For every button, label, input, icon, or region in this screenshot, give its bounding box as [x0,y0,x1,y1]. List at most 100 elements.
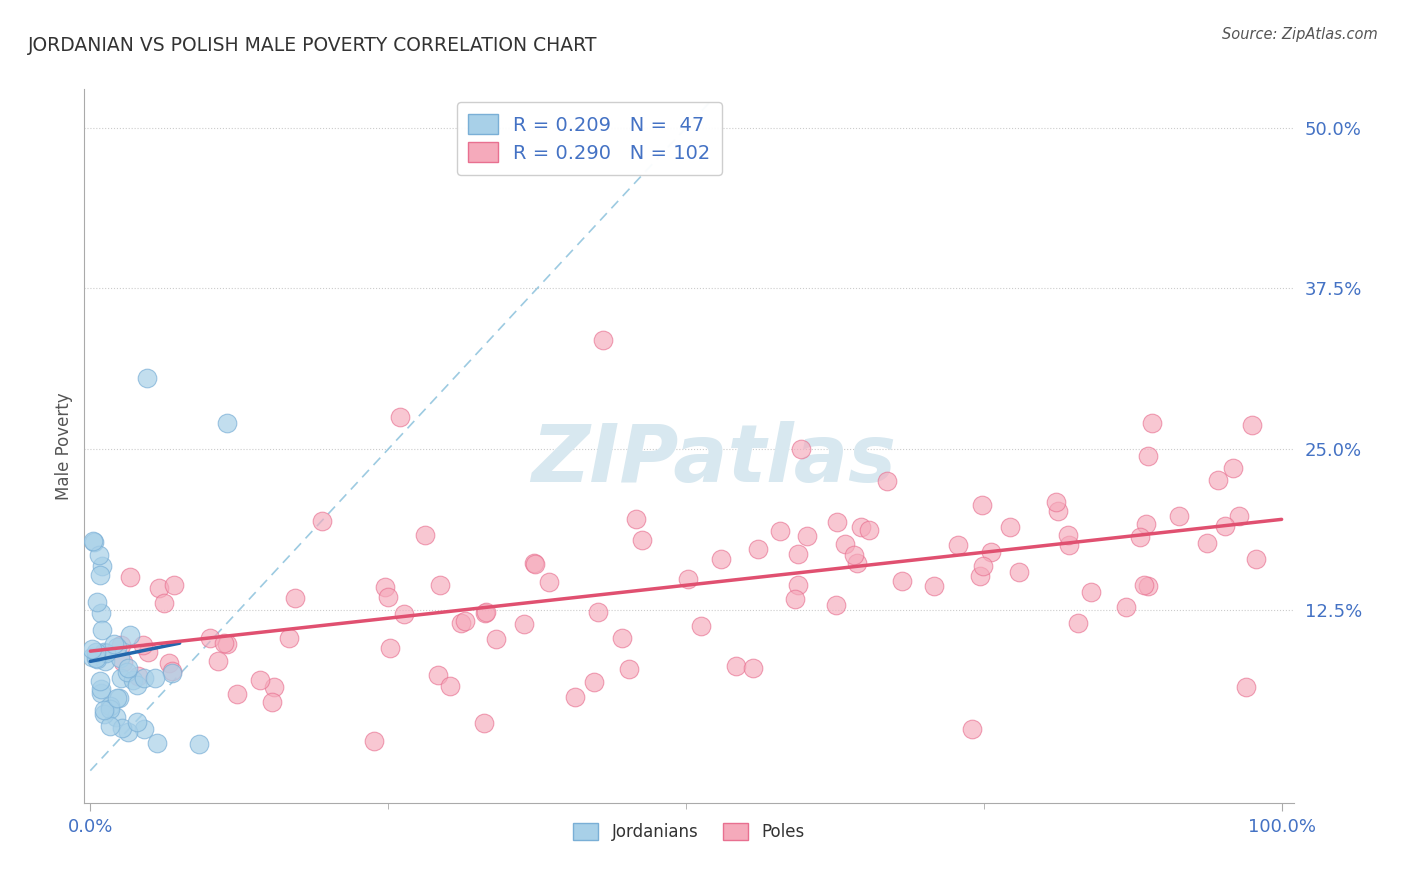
Point [89,673,111,688]
Point [157,657,180,671]
Point [1168,509,1191,524]
Point [786,578,808,592]
Point [450,615,472,630]
Point [103,637,125,651]
Point [374,580,396,594]
Point [1000,520,1022,534]
Point [1241,417,1264,432]
Point [163,578,186,592]
Point [93,645,115,659]
Point [523,556,546,570]
Point [1080,584,1102,599]
Point [690,618,713,632]
Point [392,607,415,621]
Point [217,417,239,431]
Point [162,666,184,681]
Point [960,722,983,736]
Point [226,687,249,701]
Point [146,736,169,750]
Point [93,706,115,721]
Point [262,695,284,709]
Point [160,664,183,678]
Point [1222,461,1244,475]
Point [98,719,121,733]
Point [112,655,135,669]
Point [118,628,141,642]
Point [91,623,114,637]
Point [1136,450,1159,464]
Point [1246,551,1268,566]
Point [747,542,769,557]
Point [1213,518,1236,533]
Point [83,535,105,549]
Point [110,639,132,653]
Point [132,671,155,685]
Point [105,640,128,654]
Point [93,654,115,668]
Point [1045,495,1067,509]
Point [1136,579,1159,593]
Point [626,512,648,526]
Point [207,654,229,668]
Point [111,721,134,735]
Point [710,552,733,566]
Point [389,410,412,425]
Point [377,590,399,604]
Point [969,569,991,583]
Point [127,669,149,683]
Point [89,549,111,563]
Point [439,679,461,693]
Point [1057,538,1080,552]
Point [90,559,112,574]
Point [631,533,654,547]
Point [1129,530,1152,544]
Point [127,715,149,730]
Point [1227,508,1250,523]
Point [972,558,994,573]
Point [429,577,451,591]
Point [1135,516,1157,531]
Point [115,665,138,680]
Point [127,678,149,692]
Point [93,702,115,716]
Point [278,632,301,646]
Point [1008,565,1031,579]
Point [86,650,108,665]
Point [592,333,614,347]
Point [1195,535,1218,549]
Point [876,475,898,489]
Point [1115,599,1137,614]
Point [105,690,128,705]
Point [215,637,238,651]
Point [90,606,112,620]
Point [108,650,131,665]
Point [970,498,993,512]
Point [108,691,131,706]
Point [105,709,128,723]
Point [741,661,763,675]
Point [1047,504,1070,518]
Point [98,699,121,714]
Point [825,515,848,529]
Point [474,607,496,621]
Point [617,661,640,675]
Point [80,650,103,665]
Point [138,645,160,659]
Point [284,591,307,605]
Point [610,631,633,645]
Point [117,724,139,739]
Point [263,680,285,694]
Point [825,598,848,612]
Point [769,524,792,538]
Point [152,596,174,610]
Point [1206,473,1229,487]
Point [214,636,236,650]
Point [311,515,333,529]
Y-axis label: Male Poverty: Male Poverty [55,392,73,500]
Point [1057,528,1080,542]
Point [724,659,747,673]
Point [475,605,498,619]
Point [1234,680,1257,694]
Point [890,574,912,588]
Text: JORDANIAN VS POLISH MALE POVERTY CORRELATION CHART: JORDANIAN VS POLISH MALE POVERTY CORRELA… [28,36,598,54]
